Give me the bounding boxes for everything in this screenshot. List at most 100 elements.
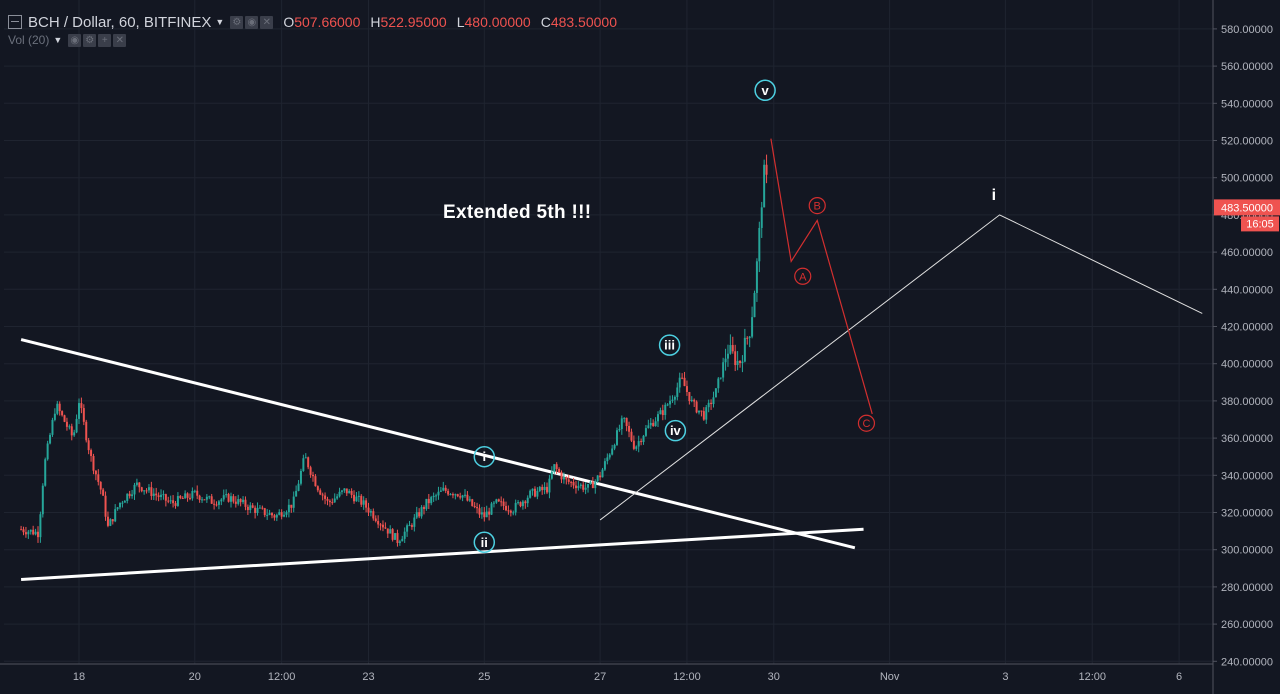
candle-body [439, 490, 442, 492]
candle-body [111, 519, 114, 522]
candle-body [591, 481, 594, 489]
candle-body [731, 345, 734, 352]
candle-body [391, 529, 394, 540]
candle-body [724, 358, 727, 363]
candle-body [538, 486, 541, 491]
candle-body [558, 468, 561, 473]
candle-body [275, 514, 278, 518]
candle-body [162, 494, 165, 496]
candle-body [647, 425, 650, 429]
candle-body [437, 491, 440, 496]
countdown-badge [1241, 216, 1279, 232]
candle-body [763, 164, 766, 208]
settings-icon[interactable]: ⚙ [83, 33, 97, 47]
eye-icon[interactable]: ◉ [245, 15, 259, 29]
candle-body [492, 502, 495, 504]
candle-body [29, 529, 32, 532]
x-tick-label: 23 [362, 671, 374, 683]
candle-body [348, 490, 351, 494]
close-icon[interactable]: ✕ [113, 33, 127, 47]
candle-body [531, 488, 534, 491]
candle-body [746, 337, 749, 339]
symbol-title[interactable]: BCH / Dollar, 60, BITFINEX [28, 13, 212, 31]
volume-label[interactable]: Vol (20) [8, 33, 50, 47]
more-icon[interactable]: + [98, 33, 112, 47]
candle-body [502, 501, 505, 506]
candle-body [714, 388, 717, 398]
candle-body [131, 494, 134, 497]
close-value: 483.50000 [550, 14, 617, 30]
y-tick-label: 280.00000 [1221, 582, 1273, 594]
close-icon[interactable]: ✕ [260, 15, 274, 29]
candle-body [251, 505, 254, 508]
candle-body [533, 488, 536, 497]
candle-body [242, 499, 245, 503]
candle-body [24, 532, 27, 535]
price-axis: 240.00000 260.00000 280.00000 300.00000 320.… [1212, 0, 1280, 694]
candle-body [106, 516, 109, 526]
candle-body [509, 510, 512, 513]
y-tick-label: 240.00000 [1221, 656, 1273, 668]
candle-body [427, 498, 430, 504]
extended-fifth-annotation[interactable]: Extended 5th !!! [443, 202, 592, 223]
candle-body [403, 531, 406, 539]
open-label: O [283, 14, 295, 30]
candle-body [114, 509, 117, 522]
collapse-icon[interactable] [8, 15, 22, 29]
candle-body [690, 399, 693, 402]
candle-body [280, 512, 283, 517]
candle-body [179, 496, 182, 499]
candle-body [232, 496, 235, 502]
correction-label-B: B [814, 201, 821, 213]
candle-body [174, 503, 177, 506]
candle-body [466, 494, 469, 501]
candle-body [355, 496, 358, 502]
candle-body [695, 401, 698, 413]
candle-body [273, 515, 276, 518]
candle-body [710, 402, 713, 405]
candle-body [220, 499, 223, 502]
candle-body [97, 474, 100, 482]
candle-body [649, 422, 652, 426]
eye-icon[interactable]: ◉ [68, 33, 82, 47]
candle-body [681, 377, 684, 379]
x-tick-label: 12:00 [673, 671, 701, 683]
candle-body [292, 496, 295, 508]
candle-body [553, 464, 556, 472]
candle-body [500, 501, 503, 503]
candle-body [505, 505, 508, 511]
x-tick-label: 20 [189, 671, 201, 683]
candle-body [102, 489, 105, 496]
chart-header: BCH / Dollar, 60, BITFINEX ▼ ⚙ ◉ ✕ O507.… [8, 12, 617, 32]
candle-body [572, 482, 575, 486]
candle-body [473, 505, 476, 508]
candle-body [603, 461, 606, 470]
correction-label-A: A [799, 271, 807, 283]
wave-label-v: v [761, 83, 769, 98]
candle-body [287, 504, 290, 513]
candle-body [155, 493, 158, 496]
candle-body [36, 531, 39, 538]
candle-body [152, 493, 155, 496]
chevron-down-icon[interactable]: ▼ [215, 17, 225, 27]
candle-body [135, 482, 138, 485]
candle-body [519, 502, 522, 507]
candle-body [266, 514, 269, 516]
candle-body [56, 403, 59, 414]
chevron-down-icon[interactable]: ▼ [53, 35, 63, 45]
candle-body [27, 531, 30, 535]
candle-body [94, 470, 97, 475]
candle-body [418, 512, 421, 517]
candle-body [637, 441, 640, 447]
settings-icon[interactable]: ⚙ [230, 15, 244, 29]
abc-correction-path [770, 138, 873, 415]
y-tick-label: 320.00000 [1221, 508, 1273, 520]
candle-body [41, 485, 44, 515]
candle-body [254, 507, 257, 513]
candle-body [471, 499, 474, 506]
candle-body [490, 503, 493, 515]
upper-trendline [20, 338, 856, 550]
candle-body [336, 496, 339, 499]
